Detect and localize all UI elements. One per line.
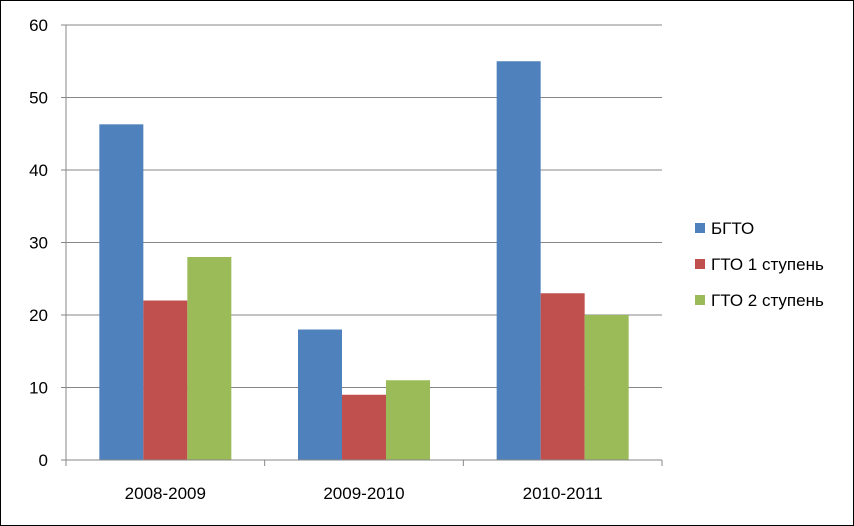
legend: БГТО ГТО 1 ступень ГТО 2 ступень <box>695 219 824 310</box>
bar-3-2009-2010 <box>386 380 430 460</box>
x-tick-label: 2009-2010 <box>323 484 404 503</box>
bar-1-2010-2011 <box>496 61 541 460</box>
x-tick-label: 2010-2011 <box>523 484 603 503</box>
legend-swatch <box>695 295 705 305</box>
legend-label: ГТО 1 ступень <box>711 255 824 274</box>
y-tick-label: 0 <box>39 451 48 470</box>
y-tick-label: 60 <box>29 16 48 35</box>
bar-3-2008-2009 <box>187 257 232 460</box>
legend-swatch <box>695 223 705 233</box>
bar-3-2010-2011 <box>584 315 629 460</box>
y-tick-label: 20 <box>29 306 48 325</box>
bar-1-2009-2010 <box>298 329 342 460</box>
y-tick-label: 40 <box>29 161 48 180</box>
bar-2-2010-2011 <box>540 293 585 460</box>
x-axis: 2008-2009 2009-2010 2010-2011 <box>65 459 663 503</box>
bar-2-2009-2010 <box>342 394 386 460</box>
y-tick-label: 30 <box>29 234 48 253</box>
y-tick-label: 10 <box>29 379 48 398</box>
legend-label: ГТО 2 ступень <box>711 291 824 310</box>
y-tick-label: 50 <box>29 89 48 108</box>
legend-swatch <box>695 259 705 269</box>
bar-1-2008-2009 <box>99 124 144 460</box>
bar-2-2008-2009 <box>143 300 188 460</box>
x-tick-label: 2008-2009 <box>125 484 206 503</box>
bars <box>99 61 629 460</box>
legend-label: БГТО <box>711 219 754 238</box>
y-axis: 0 10 20 30 40 50 60 <box>29 16 67 470</box>
